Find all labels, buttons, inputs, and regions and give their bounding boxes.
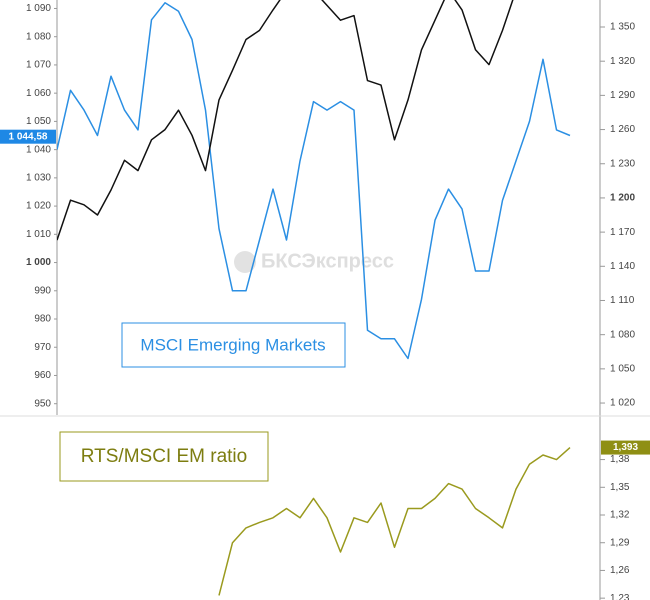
- y2-tick-label: 1 350: [610, 22, 635, 33]
- legend-box: [59, 431, 269, 482]
- data-line: [57, 0, 514, 241]
- y-tick-label: 970: [34, 342, 51, 353]
- legend-label: MSCI Emerging Markets: [140, 335, 325, 354]
- watermark-logo: [234, 251, 256, 273]
- y-tick-label: 1 060: [26, 88, 51, 99]
- y-tick-label: 1 090: [26, 3, 51, 14]
- y2-tick-label: 1 200: [610, 193, 635, 204]
- data-line: [57, 2, 571, 360]
- y2-tick-label: 1 110: [610, 295, 635, 306]
- y-tick-label: 950: [34, 398, 51, 409]
- y2-tick-label: 1 320: [610, 56, 635, 67]
- y-tick-label: 990: [34, 285, 51, 296]
- y-tick-label: 960: [34, 370, 51, 381]
- y2-tick-label: 1,23: [610, 593, 630, 600]
- y2-tick-label: 1 290: [610, 90, 635, 101]
- y2-tick-label: 1 050: [610, 363, 635, 374]
- y2-tick-label: 1,32: [610, 510, 630, 521]
- y2-tick-label: 1,26: [610, 565, 630, 576]
- y-tick-label: 1 070: [26, 60, 51, 71]
- y2-tick-label: 1 230: [610, 158, 635, 169]
- y-tick-label: 1 040: [26, 144, 51, 155]
- y2-tick-label: 1 260: [610, 124, 635, 135]
- y-tick-label: 1 030: [26, 172, 51, 183]
- y-tick-label: 1 010: [26, 229, 51, 240]
- watermark: БКСЭкспресс: [234, 250, 394, 273]
- y-tick-label: 1 080: [26, 31, 51, 42]
- current-value-tag: [601, 440, 650, 455]
- plot-area: [218, 447, 571, 596]
- legend-box: [121, 322, 346, 368]
- y2-tick-label: 1 080: [610, 329, 635, 340]
- watermark-text: БКСЭкспресс: [261, 250, 394, 272]
- y-tick-label: 1 000: [26, 257, 51, 268]
- y2-tick-label: 1,35: [610, 482, 630, 493]
- current-value-tag: [0, 129, 56, 144]
- y-tick-label: 1 020: [26, 201, 51, 212]
- y2-tick-label: 1 140: [610, 261, 635, 272]
- plot-area: [57, 0, 571, 360]
- y-tick-label: 980: [34, 314, 51, 325]
- y-tick-label: 1 050: [26, 116, 51, 127]
- current-value-label: 1,393: [613, 442, 638, 453]
- y2-tick-label: 1 170: [610, 227, 635, 238]
- y2-tick-label: 1 020: [610, 398, 635, 409]
- y2-tick-label: 1,38: [610, 454, 630, 465]
- current-value-label: 1 044,58: [9, 131, 48, 142]
- legend-label: RTS/MSCI EM ratio: [81, 446, 247, 467]
- y2-tick-label: 1,29: [610, 537, 630, 548]
- data-line: [218, 447, 571, 596]
